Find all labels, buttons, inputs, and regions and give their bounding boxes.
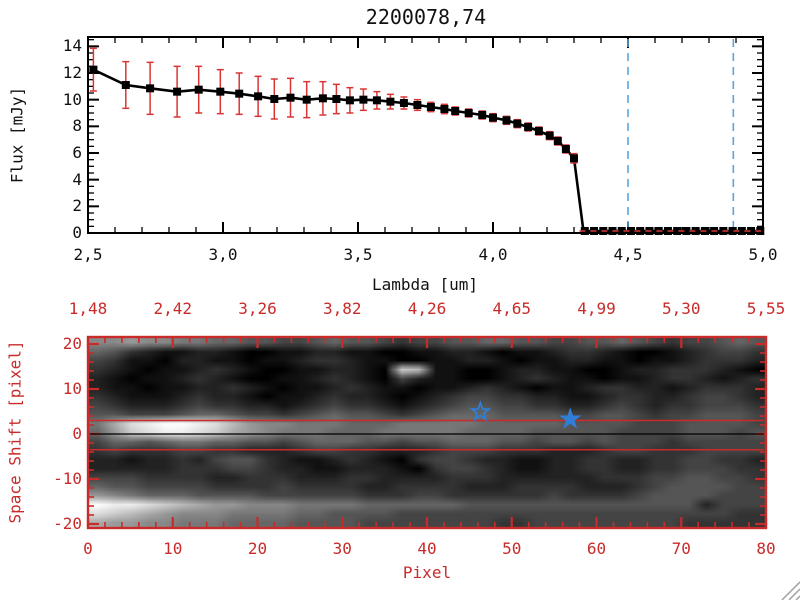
data-point-marker [513,119,522,128]
data-point-marker [534,127,543,135]
data-point-marker [478,111,487,119]
flux-plot-frame [87,36,764,234]
data-point-marker [270,95,279,103]
data-point-marker [545,131,554,140]
data-point-marker [121,81,130,89]
data-point-marker [502,116,511,125]
data-point-marker [286,93,295,102]
window-resize-grip-icon[interactable] [778,578,800,600]
data-point-marker [737,227,746,235]
data-point-marker [682,227,691,235]
data-point-marker [254,92,263,101]
data-point-marker [524,123,533,131]
data-point-marker [451,107,460,115]
data-point-marker [440,105,449,113]
data-point-marker [464,109,473,117]
data-point-marker [673,227,682,235]
data-point-marker [728,227,737,235]
data-point-marker [399,99,408,107]
data-point-marker [302,95,311,104]
data-point-marker [570,154,578,163]
data-point-marker [626,227,635,235]
data-point-marker [489,113,497,122]
data-point-marker [345,96,354,105]
data-point-marker [561,145,570,153]
data-point-marker [235,89,244,98]
star-marker [469,400,492,422]
data-point-marker [553,137,562,145]
data-point-marker [372,96,381,105]
data-point-marker [359,95,368,104]
data-point-marker [617,227,626,235]
data-point-marker [216,87,225,96]
data-point-marker [691,227,700,235]
data-point-marker [89,65,98,74]
data-point-marker [318,94,327,103]
data-point-marker [194,85,203,94]
data-point-marker [146,84,155,93]
data-point-marker [413,101,422,109]
data-point-marker [386,97,395,106]
image-panel-frame [86,335,768,530]
star-marker [559,407,582,429]
data-point-marker [426,103,435,111]
data-point-marker [747,227,756,235]
spectral-image [89,338,765,527]
data-point-marker [332,95,341,103]
spectrum-line [92,68,761,233]
data-point-marker [173,87,182,96]
